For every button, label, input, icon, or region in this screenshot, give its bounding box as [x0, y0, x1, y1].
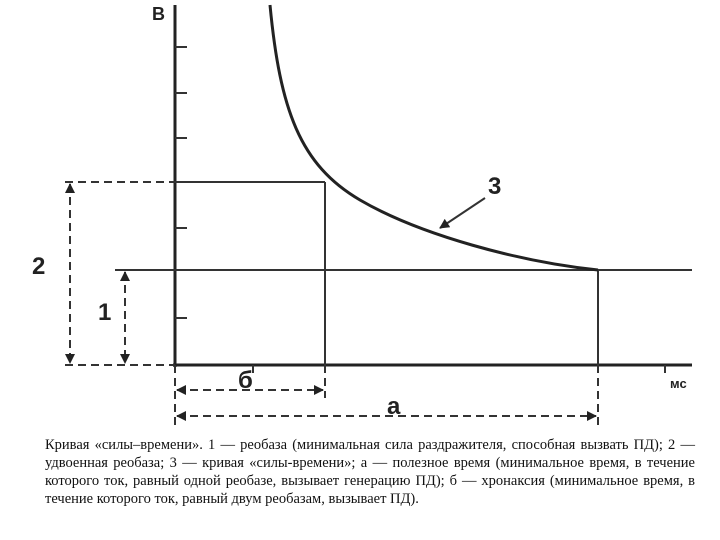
diagram: В мс 2 1 3 б а — [32, 4, 692, 425]
label-a: а — [387, 393, 401, 420]
x-axis-label: мс — [670, 376, 687, 391]
guides — [65, 181, 692, 425]
label-2: 2 — [32, 253, 45, 280]
label-b: б — [238, 367, 253, 394]
y-axis-label: В — [152, 4, 165, 24]
arrows — [65, 183, 597, 421]
label-3: 3 — [488, 173, 501, 200]
strength-duration-curve — [268, 4, 599, 272]
axes — [173, 5, 692, 373]
label-1: 1 — [98, 299, 111, 326]
caption: Кривая «силы–времени». 1 — реобаза (мини… — [45, 437, 695, 507]
